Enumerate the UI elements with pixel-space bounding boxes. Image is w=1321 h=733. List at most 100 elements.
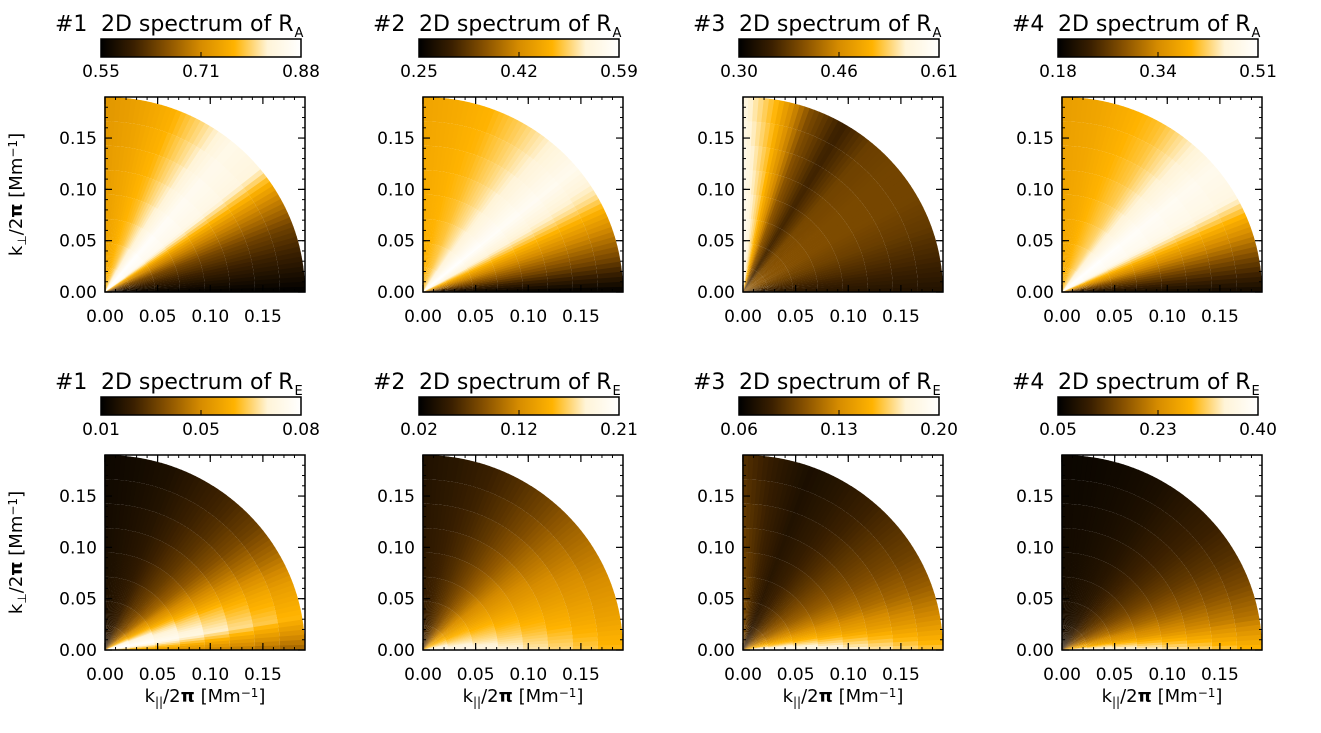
heatmap-cell-0-44-1 <box>114 246 126 270</box>
heatmap-cell-0-0-7 <box>279 286 305 292</box>
heatmap-cell-0-46-0 <box>105 268 114 292</box>
heatmap-cell-1-18-6 <box>554 209 579 226</box>
heatmap-cell-1-22-4 <box>505 222 528 239</box>
heatmap-cell-7-30-7 <box>1181 508 1204 530</box>
heatmap-cell-3-37-1 <box>1075 251 1091 272</box>
heatmap-cell-2-46-4 <box>776 176 788 201</box>
heatmap-cell-2-31-6 <box>842 164 864 186</box>
heatmap-cell-2-36-2 <box>771 231 788 253</box>
heatmap-cell-4-12-2 <box>152 625 177 635</box>
heatmap-cell-3-43-5 <box>1112 158 1127 182</box>
heatmap-cell-2-43-2 <box>763 225 776 248</box>
heatmap-cell-4-53-2 <box>112 577 119 603</box>
heatmap-cell-3-14-6 <box>1200 226 1226 240</box>
heatmap-cell-6-35-3 <box>786 570 804 592</box>
heatmap-cell-6-23-2 <box>783 606 805 623</box>
heatmap-cell-4-42-0 <box>105 627 117 650</box>
heatmap-cell-6-42-3 <box>775 561 789 585</box>
heatmap-cell-7-35-7 <box>1164 491 1184 515</box>
heatmap-cell-2-18-5 <box>852 221 877 237</box>
heatmap-cell-5-36-4 <box>479 549 497 572</box>
heatmap-cell-6-51-4 <box>763 530 773 556</box>
heatmap-cell-1-10-1 <box>446 277 472 286</box>
y-axis-label-part: k <box>6 245 27 256</box>
heatmap-cell-6-46-1 <box>751 603 761 628</box>
heatmap-cell-4-34-0 <box>105 630 121 650</box>
heatmap-cell-6-32-4 <box>807 557 827 578</box>
heatmap-cell-4-9-5 <box>225 611 251 622</box>
heatmap-cell-1-20-4 <box>508 227 532 244</box>
heatmap-cell-7-18-4 <box>1149 591 1174 606</box>
heatmap-cell-7-50-1 <box>1067 602 1075 627</box>
heatmap-cell-7-34-2 <box>1092 591 1110 613</box>
heatmap-cell-4-35-3 <box>148 570 166 592</box>
heatmap-cell-7-44-3 <box>1090 559 1103 584</box>
heatmap-cell-0-35-4 <box>163 193 182 215</box>
heatmap-cell-4-14-4 <box>197 602 222 616</box>
heatmap-cell-7-55-2 <box>1067 577 1072 602</box>
heatmap-cell-4-7-1 <box>129 639 155 646</box>
heatmap-cell-3-17-0 <box>1062 280 1085 292</box>
heatmap-cell-6-53-3 <box>754 553 762 579</box>
heatmap-cell-6-23-6 <box>864 549 888 568</box>
heatmap-cell-5-58-6 <box>426 479 433 504</box>
heatmap-cell-0-15-2 <box>150 261 175 274</box>
heatmap-cell-6-35-5 <box>816 531 835 554</box>
heatmap-cell-1-30-6 <box>525 167 547 189</box>
heatmap-cell-2-52-4 <box>760 172 769 197</box>
heatmap-cell-2-29-5 <box>831 188 852 209</box>
heatmap-cell-4-31-3 <box>154 577 174 597</box>
heatmap-cell-1-42-3 <box>455 203 469 227</box>
heatmap-cell-0-54-2 <box>111 219 117 244</box>
heatmap-cell-7-25-1 <box>1081 619 1102 636</box>
heatmap-cell-7-22-6 <box>1185 552 1209 571</box>
heatmap-cell-2-49-0 <box>743 268 751 292</box>
heatmap-cell-1-7-7 <box>594 250 620 261</box>
heatmap-cell-2-37-1 <box>756 251 772 272</box>
heatmap-cell-5-3-5 <box>547 634 573 641</box>
heatmap-cell-7-20-2 <box>1104 611 1127 626</box>
heatmap-cell-4-45-7 <box>167 467 182 493</box>
heatmap-cell-2-50-3 <box>760 197 769 222</box>
heatmap-cell-5-18-7 <box>576 556 602 573</box>
heatmap-cell-1-12-1 <box>446 275 471 285</box>
heatmap-cell-2-41-7 <box>821 117 839 143</box>
heatmap-cell-1-25-6 <box>539 184 562 203</box>
heatmap-cell-4-27-0 <box>105 633 125 650</box>
heatmap-cell-7-8-4 <box>1159 621 1185 630</box>
heatmap-cell-0-57-6 <box>112 121 119 147</box>
heatmap-cell-3-27-6 <box>1173 177 1196 198</box>
heatmap-cell-6-32-5 <box>823 538 844 560</box>
heatmap-cell-3-46-4 <box>1095 176 1107 201</box>
heatmap-cell-3-23-1 <box>1082 263 1104 279</box>
heatmap-cell-2-8-2 <box>791 274 817 282</box>
heatmap-cell-2-37-5 <box>810 169 828 192</box>
heatmap-cell-5-19-1 <box>444 625 467 639</box>
heatmap-cell-1-55-1 <box>425 243 430 268</box>
heatmap-cell-2-31-4 <box>809 201 830 222</box>
heatmap-cell-3-40-4 <box>1109 184 1125 208</box>
heatmap-cell-7-52-6 <box>1088 482 1099 507</box>
heatmap-cell-7-47-2 <box>1077 580 1088 605</box>
heatmap-cell-4-36-7 <box>203 488 223 512</box>
heatmap-cell-6-21-2 <box>784 609 807 625</box>
heatmap-cell-4-0-7 <box>279 644 305 650</box>
heatmap-cell-4-44-1 <box>114 604 126 628</box>
heatmap-cell-0-25-0 <box>105 276 125 292</box>
heatmap-cell-4-40-7 <box>187 478 205 503</box>
y-tick-label-3-1: 0.05 <box>1016 232 1054 252</box>
heatmap-cell-0-50-3 <box>122 197 131 222</box>
heatmap-cell-1-45-6 <box>476 132 490 157</box>
heatmap-cell-7-3-3 <box>1136 639 1162 645</box>
heatmap-cell-4-53-7 <box>131 457 142 483</box>
heatmap-cell-4-15-4 <box>196 599 221 613</box>
heatmap-cell-7-7-6 <box>1208 613 1235 624</box>
heatmap-cell-4-32-0 <box>105 631 122 650</box>
panel-title-subscript-1: A <box>613 26 622 41</box>
x-axis-label-part: π <box>819 686 833 707</box>
heatmap-cell-4-13-4 <box>198 605 223 618</box>
heatmap-cell-7-46-3 <box>1086 557 1098 582</box>
heatmap-cell-7-32-3 <box>1110 575 1129 596</box>
heatmap-cell-7-27-3 <box>1117 584 1139 603</box>
heatmap-cell-2-53-4 <box>758 171 766 197</box>
